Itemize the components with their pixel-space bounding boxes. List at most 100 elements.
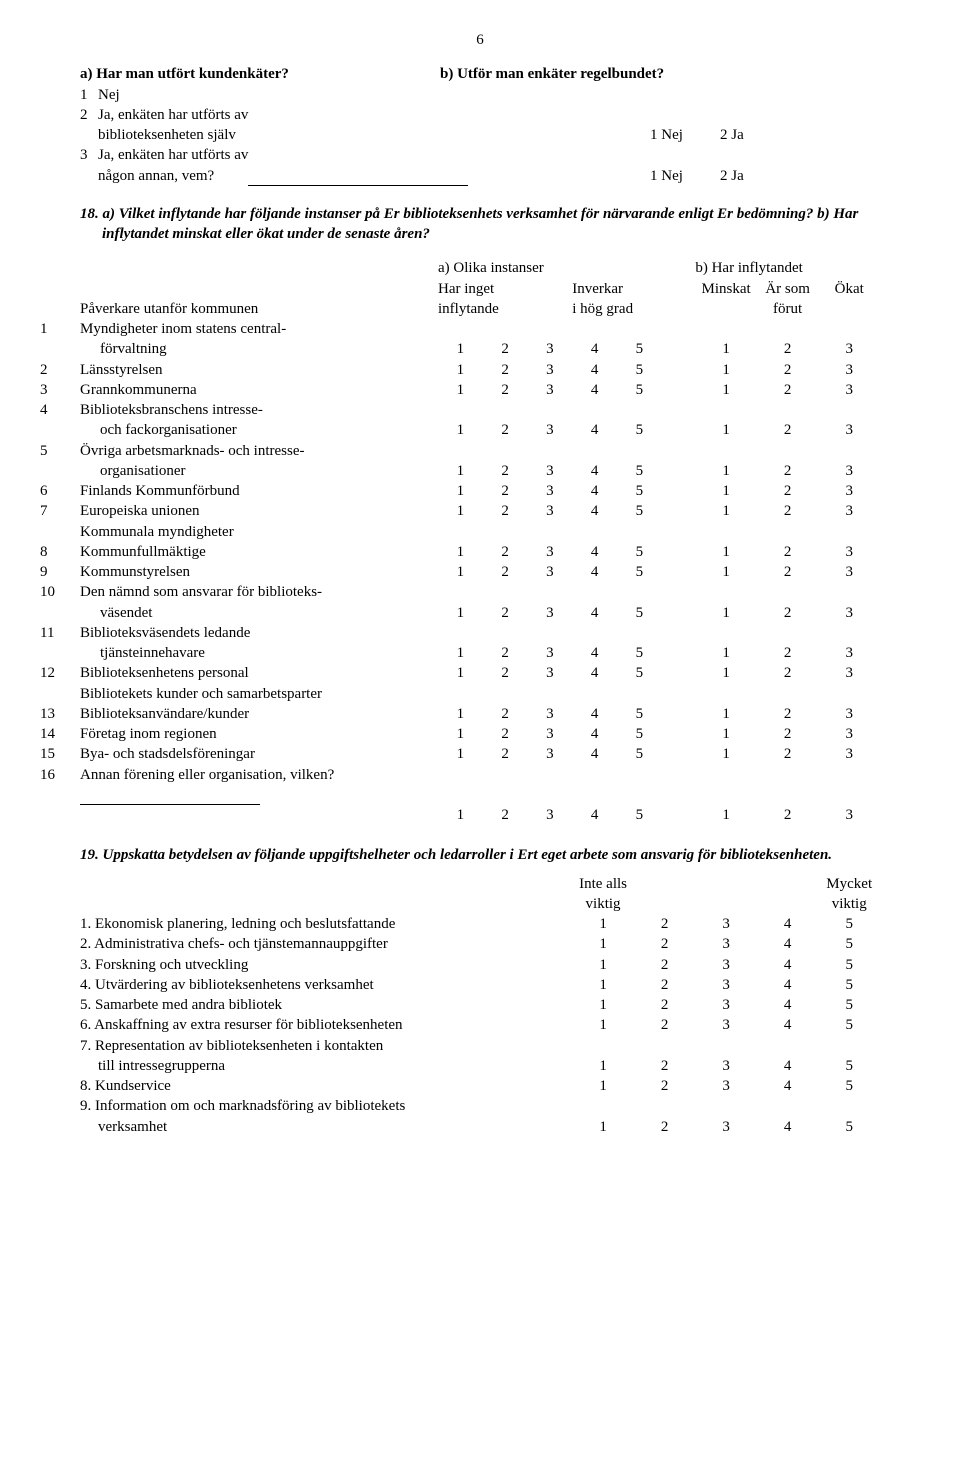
q19-scale-option[interactable]: 5 — [818, 1056, 880, 1076]
scale-b-option[interactable]: 3 — [818, 339, 880, 359]
scale-a-option[interactable]: 3 — [528, 339, 573, 359]
q19-scale-option[interactable]: 2 — [634, 1076, 696, 1096]
scale-b-option[interactable]: 2 — [757, 501, 819, 521]
scale-a-option[interactable]: 2 — [483, 461, 528, 481]
scale-b-option[interactable]: 3 — [818, 724, 880, 744]
q19-scale-option[interactable]: 4 — [757, 1117, 819, 1137]
q19-scale-option[interactable]: 5 — [818, 914, 880, 934]
scale-a-option[interactable]: 1 — [438, 643, 483, 663]
scale-b-option[interactable]: 3 — [818, 481, 880, 501]
scale-a-option[interactable]: 4 — [572, 360, 617, 380]
scale-b-option[interactable]: 1 — [695, 501, 757, 521]
scale-a-option[interactable]: 5 — [617, 724, 662, 744]
scale-a-option[interactable]: 5 — [617, 805, 662, 825]
q19-scale-option[interactable]: 1 — [572, 1076, 634, 1096]
scale-b-option[interactable]: 2 — [757, 603, 819, 623]
scale-a-option[interactable]: 5 — [617, 562, 662, 582]
scale-a-option[interactable]: 4 — [572, 562, 617, 582]
qA-resp1a[interactable]: 1 Nej — [650, 125, 720, 145]
scale-a-option[interactable]: 5 — [617, 744, 662, 764]
scale-a-option[interactable]: 4 — [572, 380, 617, 400]
scale-b-option[interactable]: 3 — [818, 663, 880, 683]
scale-b-option[interactable]: 3 — [818, 461, 880, 481]
scale-b-option[interactable]: 3 — [818, 744, 880, 764]
scale-a-option[interactable]: 1 — [438, 481, 483, 501]
scale-b-option[interactable]: 3 — [818, 501, 880, 521]
scale-b-option[interactable]: 3 — [818, 704, 880, 724]
scale-a-option[interactable]: 1 — [438, 339, 483, 359]
scale-a-option[interactable]: 2 — [483, 542, 528, 562]
scale-a-option[interactable]: 1 — [438, 380, 483, 400]
scale-a-option[interactable]: 2 — [483, 744, 528, 764]
scale-a-option[interactable]: 5 — [617, 663, 662, 683]
scale-b-option[interactable]: 2 — [757, 542, 819, 562]
q19-scale-option[interactable]: 3 — [695, 934, 757, 954]
scale-b-option[interactable]: 2 — [757, 663, 819, 683]
scale-a-option[interactable]: 3 — [528, 603, 573, 623]
q19-scale-option[interactable]: 3 — [695, 1056, 757, 1076]
scale-b-option[interactable]: 1 — [695, 339, 757, 359]
scale-a-option[interactable]: 4 — [572, 643, 617, 663]
scale-a-option[interactable]: 3 — [528, 542, 573, 562]
scale-a-option[interactable]: 5 — [617, 339, 662, 359]
q19-scale-option[interactable]: 3 — [695, 1117, 757, 1137]
q19-scale-option[interactable]: 3 — [695, 914, 757, 934]
scale-a-option[interactable]: 4 — [572, 724, 617, 744]
q19-scale-option[interactable]: 3 — [695, 975, 757, 995]
q19-scale-option[interactable]: 5 — [818, 934, 880, 954]
scale-a-option[interactable]: 2 — [483, 420, 528, 440]
scale-b-option[interactable]: 2 — [757, 562, 819, 582]
scale-a-option[interactable]: 2 — [483, 805, 528, 825]
q19-scale-option[interactable]: 3 — [695, 955, 757, 975]
scale-b-option[interactable]: 2 — [757, 481, 819, 501]
scale-b-option[interactable]: 3 — [818, 542, 880, 562]
scale-b-option[interactable]: 1 — [695, 724, 757, 744]
scale-a-option[interactable]: 5 — [617, 643, 662, 663]
scale-a-option[interactable]: 2 — [483, 663, 528, 683]
scale-a-option[interactable]: 4 — [572, 744, 617, 764]
q19-scale-option[interactable]: 4 — [757, 1076, 819, 1096]
scale-a-option[interactable]: 5 — [617, 704, 662, 724]
scale-a-option[interactable]: 4 — [572, 339, 617, 359]
scale-a-option[interactable]: 2 — [483, 380, 528, 400]
qA-resp2a[interactable]: 1 Nej — [650, 166, 720, 186]
q19-scale-option[interactable]: 3 — [695, 1015, 757, 1035]
scale-a-option[interactable]: 3 — [528, 501, 573, 521]
q19-scale-option[interactable]: 1 — [572, 995, 634, 1015]
scale-a-option[interactable]: 2 — [483, 360, 528, 380]
scale-a-option[interactable]: 3 — [528, 420, 573, 440]
qA-resp1b[interactable]: 2 Ja — [720, 125, 790, 145]
scale-a-option[interactable]: 4 — [572, 461, 617, 481]
scale-a-option[interactable]: 5 — [617, 603, 662, 623]
scale-a-option[interactable]: 3 — [528, 643, 573, 663]
scale-a-option[interactable]: 1 — [438, 663, 483, 683]
scale-a-option[interactable]: 1 — [438, 704, 483, 724]
scale-b-option[interactable]: 2 — [757, 360, 819, 380]
scale-b-option[interactable]: 3 — [818, 420, 880, 440]
scale-b-option[interactable]: 3 — [818, 562, 880, 582]
q19-scale-option[interactable]: 2 — [634, 975, 696, 995]
scale-a-option[interactable]: 3 — [528, 744, 573, 764]
q19-scale-option[interactable]: 5 — [818, 955, 880, 975]
scale-a-option[interactable]: 3 — [528, 805, 573, 825]
scale-b-option[interactable]: 1 — [695, 481, 757, 501]
scale-a-option[interactable]: 1 — [438, 603, 483, 623]
scale-b-option[interactable]: 2 — [757, 339, 819, 359]
q19-scale-option[interactable]: 1 — [572, 955, 634, 975]
scale-b-option[interactable]: 2 — [757, 805, 819, 825]
scale-a-option[interactable]: 1 — [438, 461, 483, 481]
scale-a-option[interactable]: 2 — [483, 562, 528, 582]
scale-a-option[interactable]: 5 — [617, 542, 662, 562]
scale-a-option[interactable]: 4 — [572, 663, 617, 683]
scale-a-option[interactable]: 1 — [438, 744, 483, 764]
q19-scale-option[interactable]: 1 — [572, 975, 634, 995]
scale-b-option[interactable]: 2 — [757, 380, 819, 400]
scale-a-option[interactable]: 1 — [438, 420, 483, 440]
q19-scale-option[interactable]: 2 — [634, 1015, 696, 1035]
q19-scale-option[interactable]: 1 — [572, 914, 634, 934]
q19-scale-option[interactable]: 4 — [757, 955, 819, 975]
scale-a-option[interactable]: 5 — [617, 461, 662, 481]
scale-a-option[interactable]: 3 — [528, 360, 573, 380]
scale-b-option[interactable]: 3 — [818, 360, 880, 380]
q19-scale-option[interactable]: 1 — [572, 934, 634, 954]
